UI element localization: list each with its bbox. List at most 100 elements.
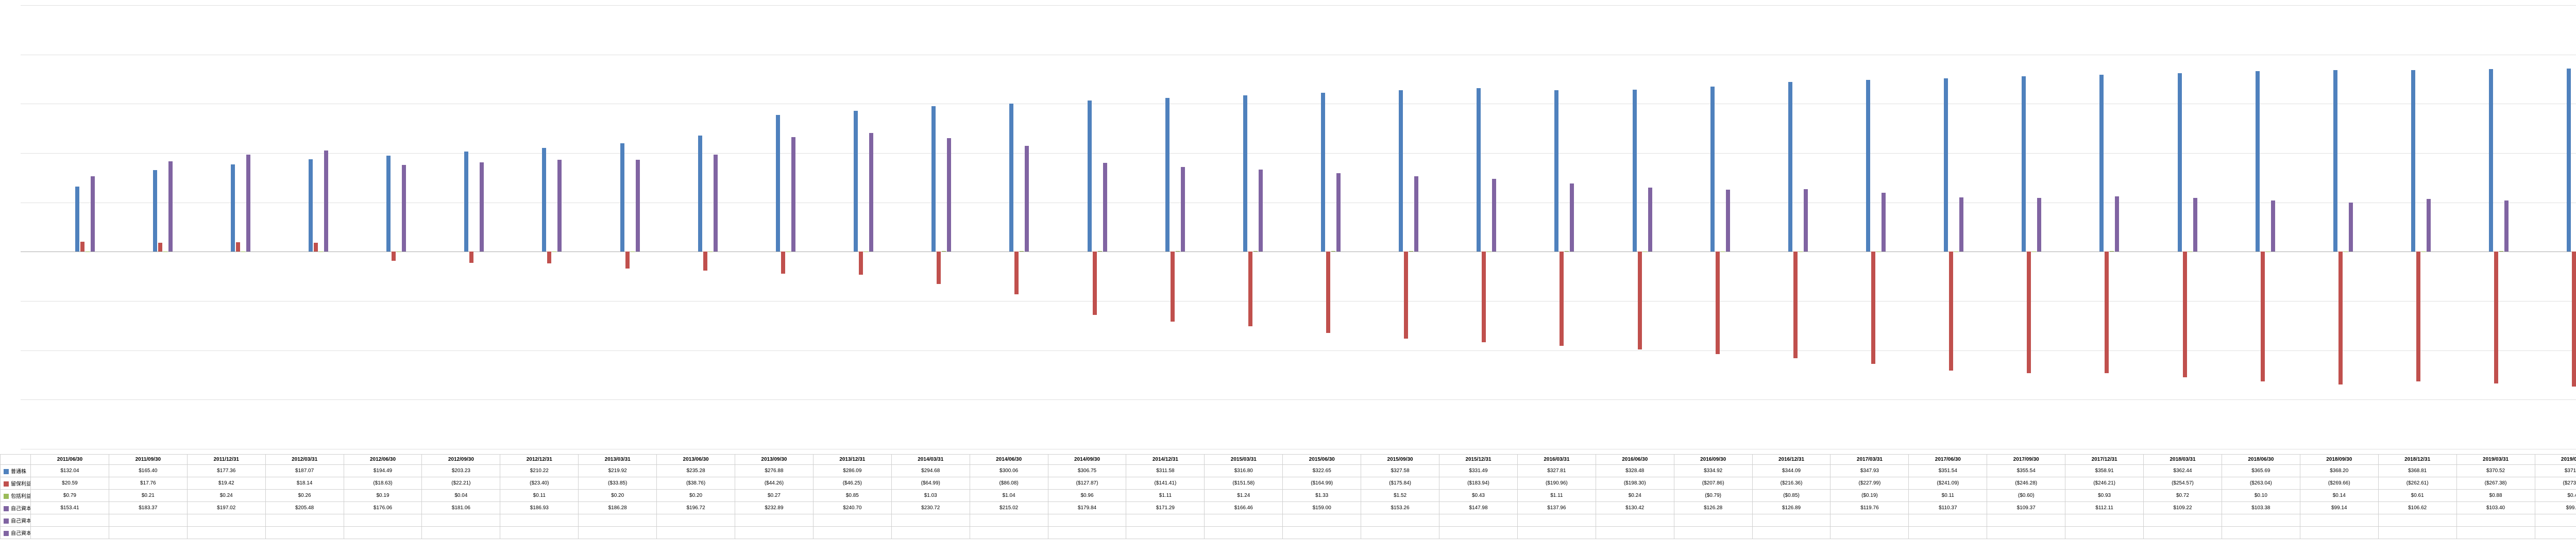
table-cell: $103.40 bbox=[2456, 502, 2535, 514]
table-cell: $0.43 bbox=[1439, 490, 1518, 502]
bar bbox=[1103, 163, 1107, 252]
bar bbox=[1871, 252, 1875, 364]
bar bbox=[1165, 98, 1170, 252]
table-cell bbox=[31, 514, 109, 527]
table-cell bbox=[891, 527, 970, 539]
bar-group bbox=[2304, 5, 2382, 449]
table-cell: ($183.94) bbox=[1439, 477, 1518, 490]
bar-group bbox=[2538, 5, 2576, 449]
bar bbox=[942, 251, 946, 252]
table-cell: ($227.99) bbox=[1831, 477, 1909, 490]
bar bbox=[1726, 190, 1730, 252]
table-cell: ($0.60) bbox=[1987, 490, 2065, 502]
table-date-header: 2011/12/31 bbox=[187, 455, 265, 465]
bar-group bbox=[2227, 5, 2304, 449]
table-cell: $210.22 bbox=[500, 465, 579, 477]
table-cell: $0.11 bbox=[1909, 490, 1987, 502]
table-cell: $110.37 bbox=[1909, 502, 1987, 514]
table-cell bbox=[2535, 514, 2576, 527]
bar-group bbox=[903, 5, 981, 449]
bar bbox=[1326, 252, 1330, 333]
table-date-header: 2012/06/30 bbox=[344, 455, 422, 465]
table-cell bbox=[1987, 527, 2065, 539]
table-cell: $0.20 bbox=[657, 490, 735, 502]
bar bbox=[2499, 251, 2503, 252]
bar bbox=[937, 252, 941, 283]
table-cell: $311.58 bbox=[1126, 465, 1205, 477]
table-cell bbox=[2300, 514, 2378, 527]
bar bbox=[1321, 93, 1325, 252]
table-cell bbox=[1909, 527, 1987, 539]
bars bbox=[46, 5, 2576, 449]
data-table: 2011/06/302011/09/302011/12/312012/03/31… bbox=[0, 454, 2576, 539]
table-series-header: 包括利益 bbox=[1, 490, 31, 502]
bar-group bbox=[1292, 5, 1370, 449]
table-cell bbox=[109, 527, 187, 539]
bar bbox=[2489, 69, 2493, 252]
bar bbox=[1020, 251, 1024, 252]
bar bbox=[1565, 251, 1569, 252]
bar bbox=[2416, 252, 2420, 381]
table-cell: $0.19 bbox=[344, 490, 422, 502]
table-cell: $130.42 bbox=[1596, 502, 1674, 514]
bar bbox=[1025, 146, 1029, 252]
series-swatch bbox=[4, 494, 9, 499]
bar bbox=[80, 242, 84, 252]
table-cell: $276.88 bbox=[735, 465, 814, 477]
bar bbox=[1088, 101, 1092, 252]
table-cell: $17.76 bbox=[109, 477, 187, 490]
bar-group bbox=[1370, 5, 1448, 449]
table-cell: $179.84 bbox=[1048, 502, 1126, 514]
bar bbox=[1176, 251, 1180, 252]
table-date-header: 2012/12/31 bbox=[500, 455, 579, 465]
bar bbox=[557, 160, 562, 252]
table-cell: $286.09 bbox=[813, 465, 891, 477]
table-cell bbox=[579, 527, 657, 539]
table-cell: $159.00 bbox=[1283, 502, 1361, 514]
table-cell bbox=[1048, 527, 1126, 539]
bar bbox=[2183, 252, 2187, 377]
table-cell: $368.81 bbox=[2378, 465, 2456, 477]
bar bbox=[636, 160, 640, 252]
table-date-header: 2017/03/31 bbox=[1831, 455, 1909, 465]
bar bbox=[1492, 179, 1496, 252]
table-cell: $0.85 bbox=[813, 490, 891, 502]
bar bbox=[2504, 200, 2509, 252]
bar bbox=[1009, 104, 1013, 252]
table-date-header: 2016/09/30 bbox=[1674, 455, 1752, 465]
table-cell: $365.69 bbox=[2222, 465, 2300, 477]
table-date-header: 2014/12/31 bbox=[1126, 455, 1205, 465]
series-name: 包括利益 bbox=[11, 494, 31, 499]
table-cell bbox=[1596, 514, 1674, 527]
table-cell: $1.04 bbox=[970, 490, 1048, 502]
table-cell: $0.24 bbox=[1596, 490, 1674, 502]
bar bbox=[314, 243, 318, 252]
table-cell bbox=[1596, 527, 1674, 539]
bar bbox=[1181, 167, 1185, 252]
bar bbox=[1477, 88, 1481, 252]
table-cell: $0.14 bbox=[2300, 490, 2378, 502]
table-cell: $316.80 bbox=[1205, 465, 1283, 477]
table-cell: ($246.28) bbox=[1987, 477, 2065, 490]
table-cell: ($175.84) bbox=[1361, 477, 1439, 490]
table-cell bbox=[735, 527, 814, 539]
series-swatch bbox=[4, 506, 9, 511]
bar bbox=[1248, 252, 1252, 326]
table-cell: $1.52 bbox=[1361, 490, 1439, 502]
table-cell bbox=[2378, 514, 2456, 527]
bar-group bbox=[1448, 5, 1526, 449]
bar bbox=[1482, 252, 1486, 342]
table-cell: $219.92 bbox=[579, 465, 657, 477]
table-cell: $187.07 bbox=[265, 465, 344, 477]
table-cell: $112.11 bbox=[2065, 502, 2144, 514]
table-cell: $300.06 bbox=[970, 465, 1048, 477]
bar-group bbox=[1916, 5, 1993, 449]
table-cell bbox=[1987, 514, 2065, 527]
table-cell: ($263.04) bbox=[2222, 477, 2300, 490]
table-cell: $132.04 bbox=[31, 465, 109, 477]
table-cell: $106.62 bbox=[2378, 502, 2456, 514]
table-cell bbox=[422, 527, 500, 539]
bar bbox=[859, 252, 863, 274]
table-cell: $126.89 bbox=[1752, 502, 1831, 514]
bar bbox=[1243, 95, 1247, 252]
